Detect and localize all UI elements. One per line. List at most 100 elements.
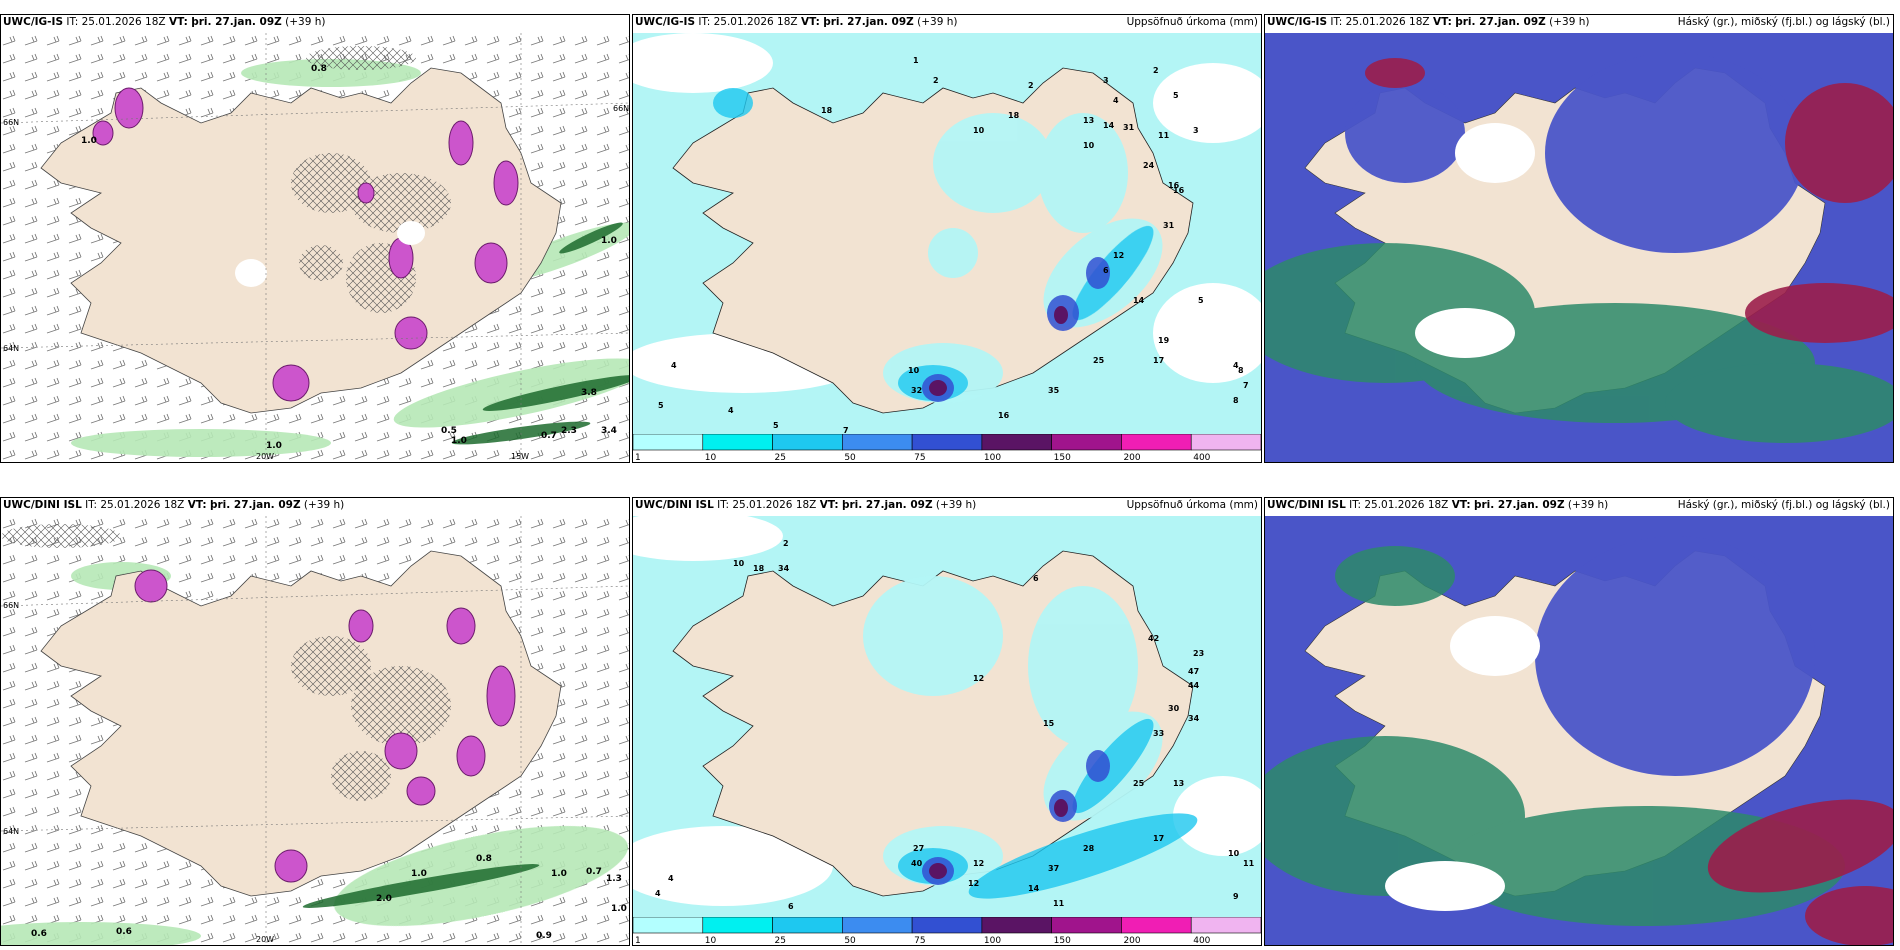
svg-text:4: 4 <box>655 889 661 898</box>
colorbar-swatch <box>772 917 843 934</box>
svg-text:0.8: 0.8 <box>476 854 492 864</box>
precip-colorbar: 1 10 25 50 75 100 150 200 400 <box>633 917 1261 945</box>
svg-text:10: 10 <box>973 126 985 135</box>
svg-text:3.4: 3.4 <box>601 426 617 436</box>
svg-text:5: 5 <box>773 421 779 430</box>
svg-text:1.0: 1.0 <box>601 236 617 246</box>
colorbar-label: 1 <box>635 936 641 945</box>
panel-dini-clouds: UWC/DINI ISL IT: 25.01.2026 18Z VT: þri.… <box>1264 497 1894 946</box>
svg-text:27: 27 <box>913 844 924 853</box>
colorbar-swatch <box>842 917 913 934</box>
colorbar-label: 25 <box>775 453 786 462</box>
svg-text:11: 11 <box>1158 131 1170 140</box>
svg-text:18: 18 <box>821 106 833 115</box>
panel-dini-precip: UWC/DINI ISL IT: 25.01.2026 18Z VT: þri.… <box>632 497 1262 946</box>
colorbar-label: 100 <box>984 453 1001 462</box>
svg-text:1.0: 1.0 <box>411 869 427 879</box>
svg-text:42: 42 <box>1148 634 1159 643</box>
svg-text:2: 2 <box>1153 66 1159 75</box>
svg-text:4: 4 <box>671 361 677 370</box>
svg-text:7: 7 <box>1243 381 1249 390</box>
svg-text:0.5: 0.5 <box>441 426 457 436</box>
svg-text:16: 16 <box>1173 186 1185 195</box>
colorbar-swatch <box>1190 434 1261 451</box>
svg-text:4: 4 <box>668 874 674 883</box>
svg-text:20W: 20W <box>256 935 274 944</box>
svg-text:7: 7 <box>843 426 849 435</box>
svg-text:44: 44 <box>1188 681 1200 690</box>
svg-text:40: 40 <box>911 859 923 868</box>
colorbar-label: 10 <box>705 936 717 945</box>
svg-text:1.0: 1.0 <box>81 136 97 146</box>
panel-igis-wind: UWC/IG-IS IT: 25.01.2026 18Z VT: þri. 27… <box>0 14 630 463</box>
svg-text:5: 5 <box>658 401 664 410</box>
panel-title: UWC/IG-IS IT: 25.01.2026 18Z VT: þri. 27… <box>635 16 958 28</box>
colorbar-swatch <box>842 434 913 451</box>
svg-text:8: 8 <box>1238 366 1244 375</box>
colorbar-swatch <box>772 434 843 451</box>
svg-text:12: 12 <box>973 859 984 868</box>
svg-text:1.0: 1.0 <box>266 441 282 451</box>
colorbar-swatch <box>981 434 1052 451</box>
svg-text:1.0: 1.0 <box>611 904 627 914</box>
svg-text:6: 6 <box>1103 266 1109 275</box>
colorbar-swatch <box>702 917 773 934</box>
svg-text:11: 11 <box>1053 899 1065 908</box>
svg-text:16: 16 <box>1168 181 1180 190</box>
svg-text:31: 31 <box>1123 123 1135 132</box>
panel-title: UWC/IG-IS IT: 25.01.2026 18Z VT: þri. 27… <box>3 16 326 28</box>
colorbar-label: 100 <box>984 936 1001 945</box>
svg-text:18: 18 <box>1008 111 1020 120</box>
iceland-land <box>40 550 562 897</box>
svg-text:47: 47 <box>1188 667 1199 676</box>
svg-text:34: 34 <box>1188 714 1200 723</box>
svg-text:32: 32 <box>911 386 922 395</box>
svg-text:64N: 64N <box>3 344 19 353</box>
colorbar-label: 150 <box>1054 936 1071 945</box>
svg-text:10: 10 <box>1083 141 1095 150</box>
colorbar-swatch <box>702 434 773 451</box>
svg-text:66N: 66N <box>3 601 19 610</box>
svg-text:0.6: 0.6 <box>116 927 132 937</box>
svg-text:9: 9 <box>1233 892 1239 901</box>
colorbar-swatch <box>1121 917 1192 934</box>
svg-text:10: 10 <box>908 366 920 375</box>
svg-text:2.3: 2.3 <box>561 426 577 436</box>
svg-text:5: 5 <box>1198 296 1204 305</box>
svg-text:14: 14 <box>1103 121 1115 130</box>
svg-text:24: 24 <box>1143 161 1155 170</box>
svg-text:64N: 64N <box>3 827 19 836</box>
cloud-map <box>1265 516 1893 945</box>
colorbar-swatch <box>911 434 983 451</box>
svg-text:34: 34 <box>778 564 790 573</box>
svg-text:0.7: 0.7 <box>541 431 557 441</box>
panel-igis-precip: UWC/IG-IS IT: 25.01.2026 18Z VT: þri. 27… <box>632 14 1262 463</box>
svg-text:5: 5 <box>1173 91 1179 100</box>
svg-text:35: 35 <box>1048 386 1060 395</box>
svg-text:0.8: 0.8 <box>311 64 327 74</box>
svg-text:1.0: 1.0 <box>551 869 567 879</box>
svg-text:0.6: 0.6 <box>31 929 47 939</box>
svg-text:66N: 66N <box>613 104 629 113</box>
svg-text:14: 14 <box>1028 884 1040 893</box>
svg-text:2: 2 <box>783 539 789 548</box>
svg-text:12: 12 <box>968 879 979 888</box>
colorbar-swatch <box>1051 434 1122 451</box>
colorbar-label: 200 <box>1123 453 1140 462</box>
panel-subtitle: Uppsöfnuð úrkoma (mm) <box>1126 499 1258 511</box>
precip-map: 2 10 18 34 12 6 15 42 23 47 44 30 34 33 … <box>633 516 1261 918</box>
wind-map: 66N 64N 66N 20W 15W 0.8 1.0 0.5 0.7 1.0 … <box>1 33 629 462</box>
precip-values: 1 2 2 3 2 4 5 3 16 18 10 13 14 31 11 10 … <box>658 56 1249 435</box>
colorbar-label: 150 <box>1054 453 1071 462</box>
colorbar-label: 400 <box>1193 936 1210 945</box>
svg-text:17: 17 <box>1153 834 1164 843</box>
colorbar-swatch <box>633 917 704 934</box>
panel-subtitle: Uppsöfnuð úrkoma (mm) <box>1126 16 1258 28</box>
panel-subtitle: Háský (gr.), miðský (fj.bl.) og lágský (… <box>1677 16 1890 28</box>
svg-text:13: 13 <box>1173 779 1184 788</box>
colorbar-label: 10 <box>705 453 717 462</box>
panel-igis-clouds: UWC/IG-IS IT: 25.01.2026 18Z VT: þri. 27… <box>1264 14 1894 463</box>
svg-text:19: 19 <box>1158 336 1170 345</box>
colorbar-swatch <box>911 917 983 934</box>
colorbar-label: 75 <box>914 936 925 945</box>
